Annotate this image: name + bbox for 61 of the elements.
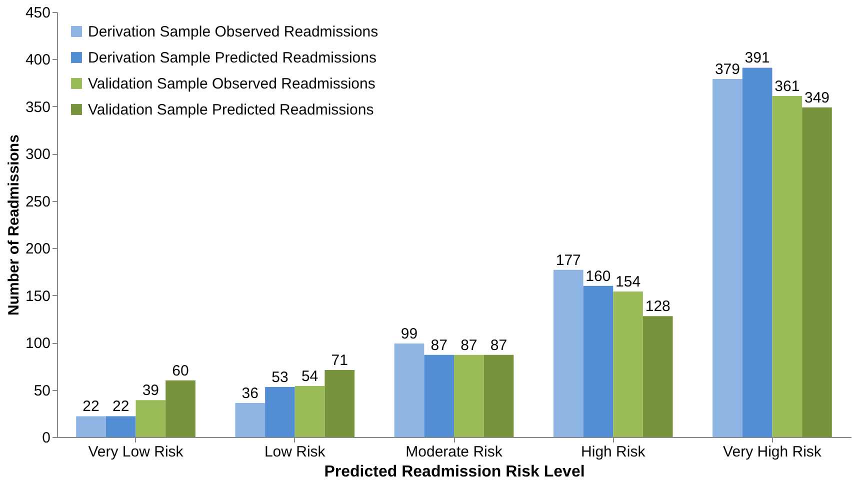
x-tick-label: Low Risk [264, 444, 326, 460]
legend-label: Validation Sample Observed Readmissions [88, 76, 376, 92]
data-label: 128 [645, 298, 670, 316]
data-label: 87 [460, 336, 478, 354]
bar [553, 270, 584, 437]
data-label: 87 [490, 336, 508, 354]
bar [712, 79, 742, 437]
y-axis-title: Number of Readmissions [5, 134, 22, 316]
y-tick-label: 150 [25, 288, 50, 305]
data-label: 36 [242, 385, 258, 402]
y-tick-label: 100 [25, 335, 50, 352]
legend-label: Derivation Sample Observed Readmissions [88, 24, 378, 40]
bar [76, 416, 106, 437]
y-tick-label: 300 [25, 146, 50, 164]
bar [235, 403, 266, 437]
y-tick-label: 350 [25, 98, 50, 116]
y-tick-label: 50 [34, 382, 50, 400]
data-label: 379 [714, 61, 740, 78]
x-tick-label: Very High Risk [723, 444, 822, 460]
bar [742, 68, 772, 437]
data-label: 22 [82, 398, 100, 416]
bar [324, 370, 355, 437]
bar [642, 316, 673, 437]
x-axis-title: Predicted Readmission Risk Level [324, 464, 585, 480]
data-label: 99 [400, 326, 418, 342]
legend-label: Validation Sample Predicted Readmissions [88, 102, 374, 118]
bar [772, 96, 802, 437]
data-label: 39 [142, 382, 160, 400]
data-label: 177 [556, 252, 581, 269]
bar [106, 416, 136, 437]
bar [424, 354, 454, 437]
y-tick-label: 400 [25, 52, 50, 69]
data-label: 154 [616, 274, 641, 291]
data-label: 391 [744, 50, 770, 67]
bar [484, 354, 514, 437]
data-label: 160 [586, 268, 611, 285]
bar [802, 107, 832, 437]
y-tick-label: 200 [25, 240, 50, 258]
data-label: 54 [301, 368, 318, 385]
x-tick-label: High Risk [581, 444, 646, 460]
bar [454, 354, 484, 437]
data-label: 71 [331, 352, 348, 369]
data-label: 349 [804, 89, 830, 106]
data-label: 361 [774, 78, 800, 96]
legend-label: Derivation Sample Predicted Readmissions [88, 50, 376, 66]
bar [613, 292, 643, 437]
bar [265, 386, 295, 437]
y-tick-label: 250 [25, 193, 50, 210]
y-tick-label: 450 [25, 4, 50, 22]
x-tick-label: Moderate Risk [406, 444, 503, 460]
x-tick-label: Very Low Risk [88, 444, 184, 460]
data-label: 53 [272, 368, 288, 386]
bar [394, 344, 424, 437]
bar [294, 386, 325, 437]
data-label: 87 [430, 336, 448, 354]
bar [136, 400, 166, 437]
data-label: 60 [172, 362, 189, 380]
bar [583, 286, 614, 437]
data-label: 22 [112, 398, 130, 416]
bar [166, 380, 196, 437]
y-tick-label: 0 [42, 430, 50, 446]
